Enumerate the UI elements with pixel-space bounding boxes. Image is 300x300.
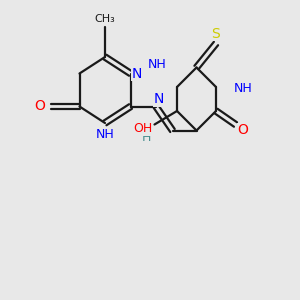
Text: N: N	[131, 67, 142, 80]
Text: N: N	[153, 92, 164, 106]
Text: OH: OH	[133, 122, 152, 135]
Text: O: O	[34, 100, 45, 113]
Text: CH₃: CH₃	[94, 14, 116, 24]
Text: NH: NH	[96, 128, 114, 141]
Text: NH: NH	[234, 82, 252, 95]
Text: NH: NH	[148, 58, 167, 71]
Text: S: S	[212, 27, 220, 40]
Text: H: H	[142, 131, 151, 144]
Text: O: O	[238, 124, 248, 137]
